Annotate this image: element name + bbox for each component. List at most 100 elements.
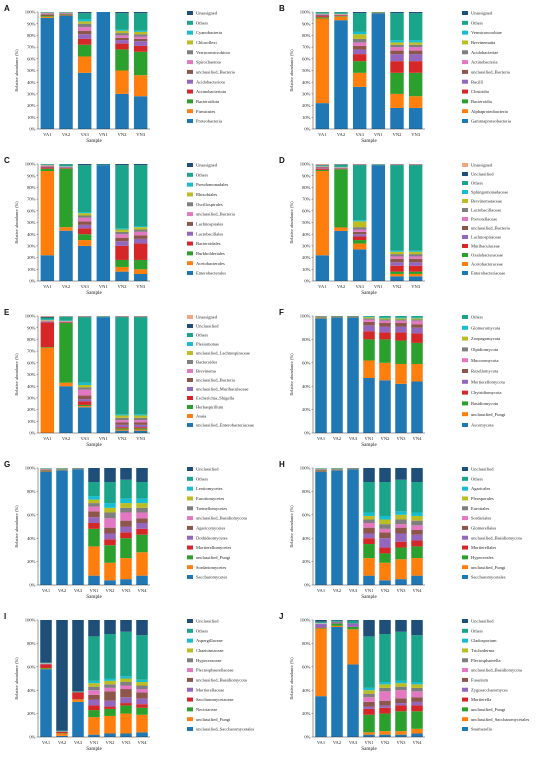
y-tick-label: 0% <box>29 431 35 436</box>
bar-segment <box>352 236 367 241</box>
bar-segment <box>88 717 100 735</box>
bar-segment <box>56 620 68 731</box>
bar-segment <box>390 262 404 266</box>
bar-segment <box>115 13 129 30</box>
y-tick-label: 60% <box>302 360 311 365</box>
bar-segment <box>88 680 100 684</box>
bar-segment <box>363 620 375 637</box>
bar-segment <box>136 689 148 693</box>
bar-segment <box>408 13 423 41</box>
y-tick-label: 70% <box>302 45 311 50</box>
x-tick-label: VN4 <box>413 436 423 441</box>
legend-entry: Chloroflexi <box>196 40 217 45</box>
legend-swatch <box>462 467 468 471</box>
panel-label: D <box>279 156 285 165</box>
bar-segment <box>395 316 407 318</box>
bar-segment <box>390 251 404 255</box>
bar-segment <box>115 429 129 431</box>
bar-segment <box>347 620 359 624</box>
bar-segment <box>96 164 111 165</box>
bar-segment <box>331 470 343 585</box>
bar-segment <box>40 171 55 256</box>
legend-entry: unclassified_Bacteria <box>196 378 235 383</box>
y-tick-label: 40% <box>302 80 311 85</box>
legend-entry: Enterobacteriaceae <box>471 271 505 276</box>
legend-swatch <box>187 476 193 481</box>
bar-segment <box>411 525 423 531</box>
legend-swatch <box>462 119 468 123</box>
bar-segment <box>408 276 423 281</box>
bar-segment <box>136 679 148 683</box>
y-tick-label: 20% <box>302 711 311 716</box>
bar-segment <box>408 271 423 274</box>
y-tick-label: 40% <box>27 536 36 541</box>
chart-panel-g: G VA1 VA2 VA3 VN1 VN2 VN3 VN4 0% 20% 40% 60% 80% 100%… <box>4 460 247 600</box>
bar-segment <box>133 428 148 430</box>
bar-segment <box>395 734 407 737</box>
legend-entry: Glomerellales <box>471 526 496 531</box>
bar-segment <box>77 221 92 225</box>
bar-segment <box>77 13 92 20</box>
bar-segment <box>408 265 423 272</box>
bar-segment <box>133 227 148 230</box>
legend-entry: unclassified_Fungi <box>471 565 506 570</box>
chart-panel-j: J VA1 VA2 VA3 VN1 VN2 VN3 VN4 0% 20% 40% 60% 80% 100%… <box>279 612 529 752</box>
bar-segment <box>96 317 111 433</box>
bar-segment <box>120 498 132 504</box>
y-tick-label: 30% <box>302 92 311 97</box>
bar-segment <box>408 262 423 266</box>
bar-segment <box>120 468 132 480</box>
bar-segment <box>411 363 423 382</box>
bar-segment <box>390 50 404 55</box>
bar-segment <box>96 165 111 281</box>
bar-segment <box>379 332 391 340</box>
y-tick-label: 20% <box>302 407 311 412</box>
legend-swatch <box>187 342 193 346</box>
bar-segment <box>115 414 129 416</box>
bar-segment <box>352 38 367 43</box>
bar-segment <box>363 512 375 516</box>
bar-segment <box>379 691 391 701</box>
legend-swatch <box>462 516 468 521</box>
bar-segment <box>133 31 148 35</box>
bar-segment <box>390 72 404 94</box>
x-axis-label: Sample <box>361 442 377 448</box>
bar-segment <box>408 164 423 165</box>
bar-segment <box>133 414 148 416</box>
bar-segment <box>115 430 129 433</box>
legend-entry: Escherichia_Shigella <box>196 396 234 401</box>
bar-segment <box>331 622 343 624</box>
bar-segment <box>136 503 148 508</box>
y-tick-label: 10% <box>27 419 36 424</box>
bar-segment <box>104 680 116 685</box>
bar-segment <box>395 340 407 364</box>
legend-entry: Unclassified <box>196 619 219 624</box>
legend-swatch <box>462 30 468 35</box>
bar-segment <box>331 317 343 433</box>
bar-segment <box>40 470 52 471</box>
bar-segment <box>115 231 129 235</box>
bar-segment <box>334 20 348 129</box>
legend-swatch <box>462 496 468 501</box>
x-tick-label: VN4 <box>138 588 148 593</box>
bar-segment <box>72 699 84 702</box>
bar-segment <box>352 13 367 32</box>
legend-entry: unclassified_Bacteria <box>471 70 510 75</box>
x-tick-label: VA2 <box>337 284 346 289</box>
legend-entry: Chaetomiaceae <box>196 648 223 653</box>
y-tick-label: 70% <box>27 45 36 50</box>
bar-segment <box>77 211 92 214</box>
legend-swatch <box>187 687 193 692</box>
bar-segment <box>411 512 423 516</box>
bar-segment <box>115 266 129 272</box>
bar-segment <box>59 14 73 15</box>
bar-segment <box>379 547 391 554</box>
legend-entry: unclassified_Fungi <box>471 707 506 712</box>
legend-swatch <box>187 707 193 712</box>
y-tick-label: 60% <box>302 56 311 61</box>
y-tick-label: 80% <box>302 33 311 38</box>
y-tick-label: 60% <box>27 208 36 213</box>
bar-segment <box>315 696 327 737</box>
bar-segment <box>40 316 55 318</box>
bar-segment <box>133 164 148 166</box>
